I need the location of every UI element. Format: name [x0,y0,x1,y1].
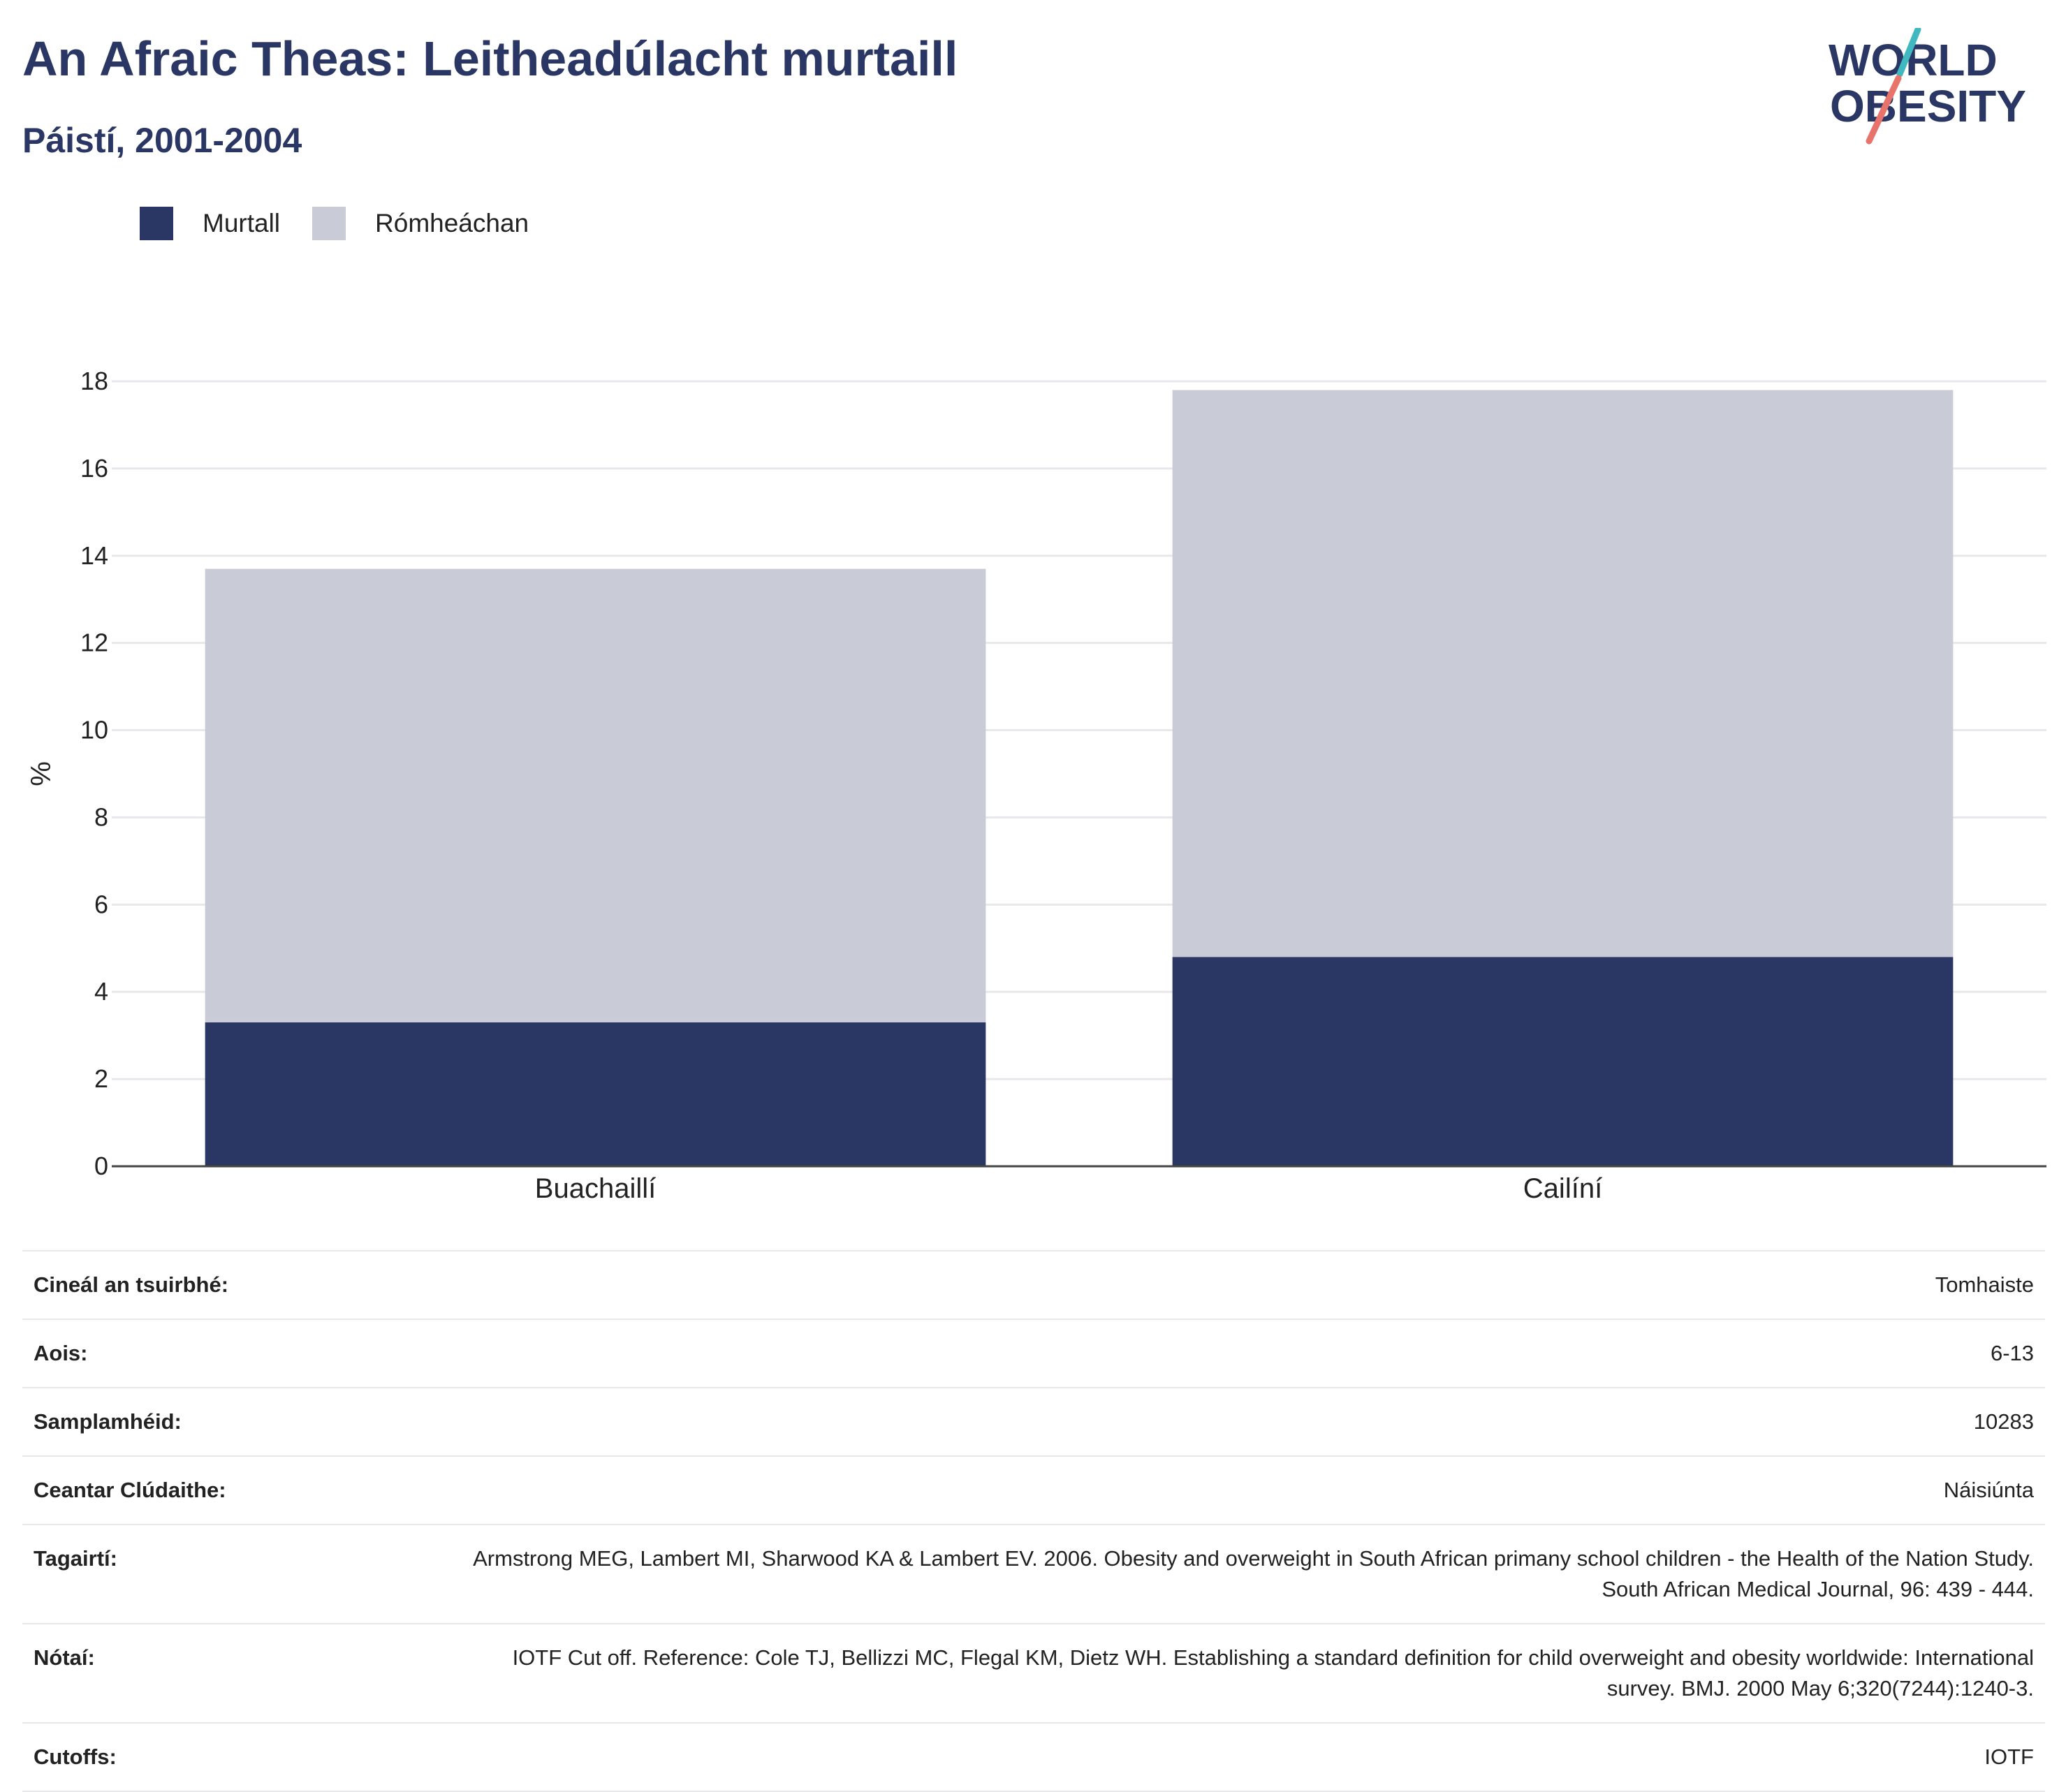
detail-value: Tomhaiste [436,1250,2045,1319]
detail-value: 10283 [436,1387,2045,1456]
bar-obese [205,1022,986,1166]
detail-value: Náisiúnta [436,1455,2045,1525]
y-tick-label: 6 [94,890,108,918]
table-row: Ceantar Clúdaithe: Náisiúnta [22,1455,2045,1525]
detail-value: Armstrong MEG, Lambert MI, Sharwood KA &… [436,1524,2045,1624]
chart-title: An Afraic Theas: Leitheadúlacht murtaill [22,31,958,86]
logo-line-2: OBESITY [1830,81,2026,131]
bar-overweight [205,568,986,1022]
detail-key: Nótaí: [22,1623,436,1723]
world-obesity-logo: WORLD OBESITY [1829,28,2026,145]
legend-label-overweight: Rómheáchan [375,209,529,237]
y-tick-label: 14 [80,541,108,570]
y-tick-label: 0 [94,1152,108,1180]
detail-value: IOTF Cut off. Reference: Cole TJ, Belliz… [436,1623,2045,1723]
y-tick-label: 10 [80,716,108,744]
legend-swatch-obese [140,207,173,240]
table-row: Samplamhéid: 10283 [22,1387,2045,1456]
table-row: Aois: 6-13 [22,1319,2045,1388]
detail-key: Tagairtí: [22,1524,436,1624]
detail-key: Cineál an tsuirbhé: [22,1250,436,1319]
x-tick-label: Cailíní [1523,1173,1602,1204]
stacked-bar-chart: 0 2 4 6 8 10 12 14 16 18% Buachaillí Cailíní [26,367,2046,1204]
detail-key: Cutoffs: [22,1722,436,1792]
legend-label-obese: Murtall [203,209,281,237]
table-row: Cutoffs: IOTF [22,1722,2045,1792]
y-tick-label: 18 [80,367,108,395]
chart-subtitle: Páistí, 2001-2004 [22,121,302,160]
chart-legend: Murtall Rómheáchan [140,207,561,240]
table-row: Tagairtí: Armstrong MEG, Lambert MI, Sha… [22,1524,2045,1624]
y-axis-label: % [26,761,57,786]
table-row: Cineál an tsuirbhé: Tomhaiste [22,1250,2045,1319]
table-row: Nótaí: IOTF Cut off. Reference: Cole TJ,… [22,1623,2045,1723]
y-tick-label: 8 [94,802,108,831]
legend-item-obese[interactable]: Murtall [140,207,280,240]
logo-slash-red [1866,75,1902,145]
bar-overweight [1172,390,1954,957]
y-tick-label: 2 [94,1064,108,1093]
x-tick-label: Buachaillí [535,1173,656,1204]
legend-swatch-overweight [312,207,346,240]
detail-value: 6-13 [436,1319,2045,1388]
y-tick-label: 16 [80,454,108,483]
y-tick-label: 12 [80,629,108,657]
detail-key: Aois: [22,1319,436,1388]
logo-slash-teal [1896,28,1921,78]
bar-obese [1172,957,1954,1166]
y-tick-label: 4 [94,977,108,1006]
detail-key: Ceantar Clúdaithe: [22,1455,436,1525]
legend-item-overweight[interactable]: Rómheáchan [312,207,529,240]
survey-details-table: Cineál an tsuirbhé: Tomhaiste Aois: 6-13… [22,1250,2045,1792]
detail-value: IOTF [436,1722,2045,1792]
detail-key: Samplamhéid: [22,1387,436,1456]
